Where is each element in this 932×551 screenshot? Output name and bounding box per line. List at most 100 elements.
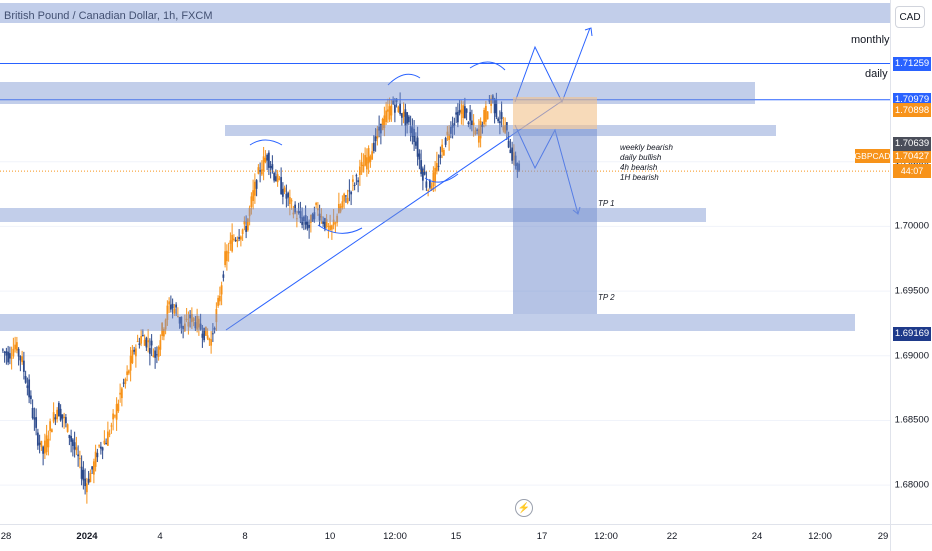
candle-body [486,111,489,120]
candle-body [161,323,164,336]
candle-body [115,404,118,420]
candle-body [31,407,34,419]
candle-body [257,167,260,174]
candle-body [236,239,239,242]
candle-body [89,473,92,483]
candle-body [22,360,25,372]
candle-body [269,166,272,168]
candle-body [439,154,442,158]
candle-body [318,213,321,221]
zone-tp2[interactable] [0,314,855,331]
candle-body [406,112,409,124]
candle-body [425,181,428,188]
candle-body [430,185,433,191]
candle-body [418,153,421,160]
candle-body [441,144,444,153]
chart-area[interactable]: British Pound / Canadian Dollar, 1h, FXC… [0,0,890,524]
candle-body [448,134,451,140]
candle-body [217,297,220,306]
candle-body [400,113,403,118]
candle-body [3,351,6,353]
candle-body [199,323,202,330]
candle-body [365,157,368,170]
candle-body [509,149,512,154]
candle-body [38,442,41,445]
candle-body [91,466,94,470]
candle-body [344,195,347,197]
candle-body [390,105,393,116]
candle-body [243,220,246,225]
candle-body [143,339,146,346]
price-tick: 1.68500 [894,414,929,426]
candle-body [178,316,181,324]
candle-body [505,122,508,131]
candle-body [246,218,249,231]
candle-body [311,214,314,222]
candle-body [334,222,337,224]
flash-icon[interactable]: ⚡ [515,499,533,517]
candle-body [421,168,424,181]
zone-monthly[interactable] [0,3,890,23]
zone-daily[interactable] [0,82,755,104]
candle-body [169,304,172,310]
candle-body [355,175,358,177]
candle-body [385,110,388,123]
candle-body [129,355,132,371]
short-position-target[interactable] [513,129,597,314]
candle-body [332,219,335,226]
candle-body [245,225,248,232]
candle-body [493,98,496,114]
candle-body [173,308,176,314]
candle-body [399,103,402,114]
time-axis[interactable]: 28 2024 4 8 10 12:00 15 17 12:00 22 24 12:00 29 [0,524,890,551]
candle-body [462,105,465,119]
candle-body [211,333,214,335]
bar-countdown: 44:07 [893,164,931,178]
price-axis[interactable]: 1.705001.700001.695001.690001.685001.680… [890,0,932,524]
candle-body [35,417,38,428]
candle-body [491,95,494,100]
candle-body [481,124,484,127]
short-position-stop[interactable] [513,97,597,129]
zone-tp1[interactable] [0,208,706,222]
candle-body [117,403,120,412]
candle-body [283,187,286,192]
time-tick: 12:00 [594,531,618,542]
candle-body [61,414,64,419]
candle-body [362,164,365,173]
price-tick: 1.70000 [894,220,929,232]
daily-label: daily [865,68,888,80]
price-chart[interactable] [0,0,890,524]
candle-body [157,346,160,357]
candle-body [80,466,83,479]
candle-body [463,106,466,119]
candle-body [381,118,384,131]
candle-body [357,180,360,183]
candle-body [190,314,193,323]
candle-body [495,99,498,117]
candle-body [85,483,88,493]
candle-body [145,337,148,348]
candle-body [54,417,57,420]
candle-body [220,285,223,295]
candle-body [322,220,325,224]
candle-body [33,417,36,420]
candle-body [222,274,225,278]
candle-body [168,301,171,305]
candle-body [351,179,354,182]
candle-body [458,110,461,113]
time-tick: 15 [450,531,462,542]
candle-body [386,109,389,112]
candle-body [234,239,237,241]
zone-intraday[interactable] [225,125,776,136]
candle-body [26,385,29,388]
candle-body [57,403,60,417]
symbol-title[interactable]: British Pound / Canadian Dollar, 1h, FXC… [4,10,213,22]
currency-button[interactable]: CAD [895,6,925,28]
candle-body [50,429,53,433]
candle-body [120,388,123,399]
candle-body [78,458,81,460]
candle-body [297,210,300,214]
candle-body [507,140,510,148]
candle-body [73,442,76,450]
